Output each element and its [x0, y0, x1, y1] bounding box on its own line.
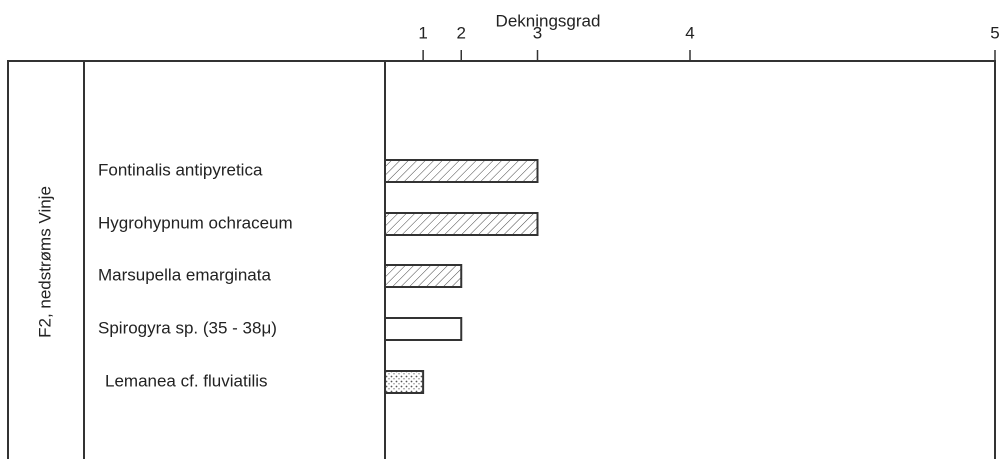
category-label: Spirogyra sp. (35 - 38μ) — [98, 318, 277, 337]
x-axis-title: Dekningsgrad — [496, 11, 601, 30]
bar — [384, 159, 539, 183]
bar — [384, 370, 425, 394]
category-label: Hygrohypnum ochraceum — [98, 213, 293, 232]
y-axis-title: F2, nedstrøms Vinje — [35, 186, 54, 338]
bar — [384, 212, 539, 236]
x-tick-label: 4 — [685, 23, 694, 42]
category-label: Fontinalis antipyretica — [98, 160, 263, 179]
x-tick-label: 3 — [533, 23, 542, 42]
bar — [384, 264, 463, 288]
bar — [384, 317, 463, 341]
category-label: Lemanea cf. fluviatilis — [105, 371, 268, 390]
frame — [7, 60, 996, 459]
x-tick-label: 1 — [418, 23, 427, 42]
category-label: Marsupella emarginata — [98, 265, 271, 284]
x-tick-label: 5 — [990, 23, 999, 42]
x-tick-label: 2 — [457, 23, 466, 42]
